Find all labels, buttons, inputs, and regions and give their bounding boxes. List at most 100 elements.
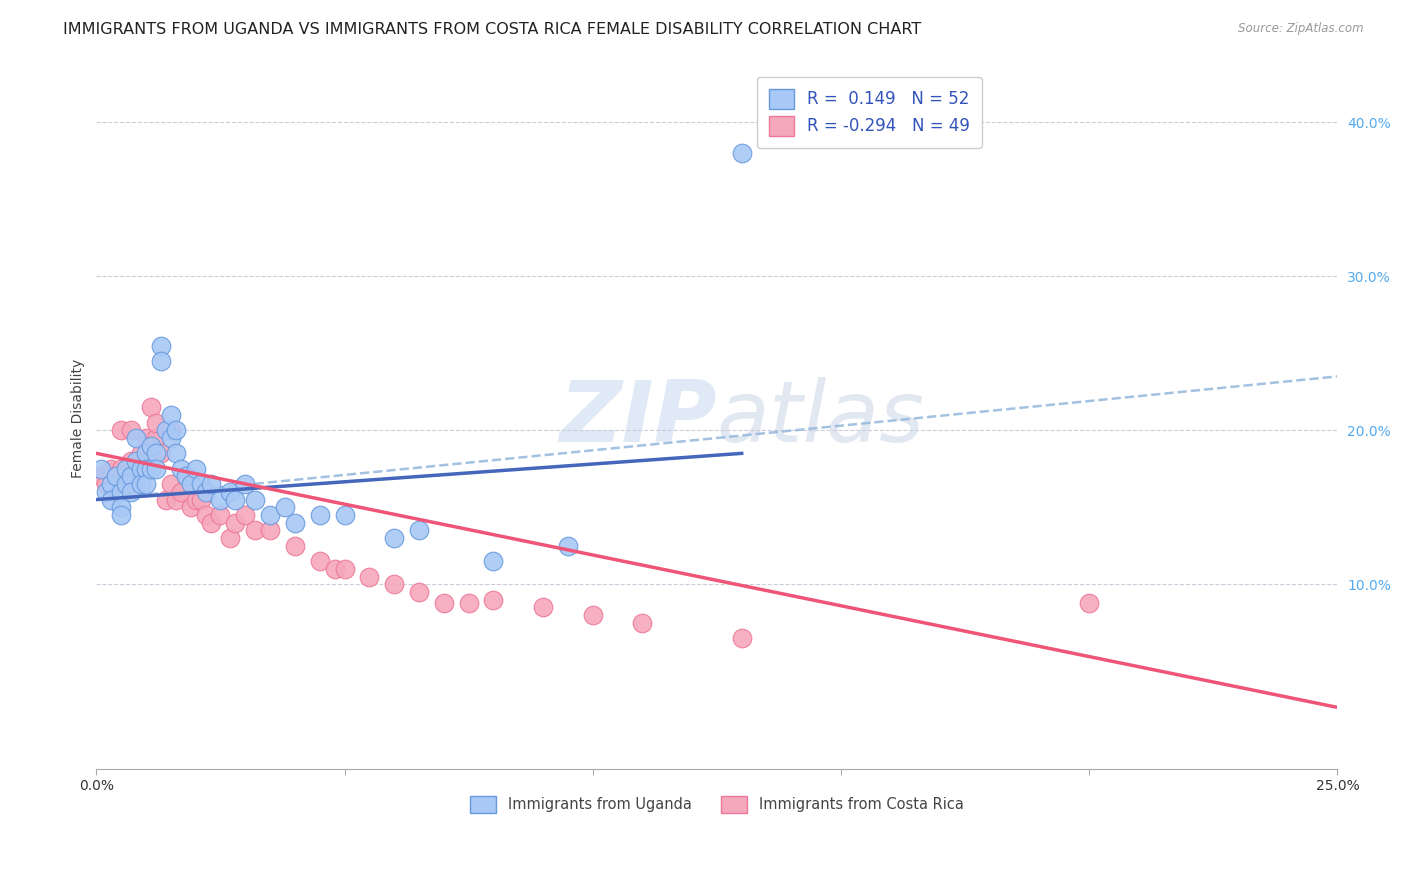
- Point: [200, 516, 222, 530]
- Point: [382, 577, 405, 591]
- Point: [194, 508, 217, 522]
- Point: [174, 469, 197, 483]
- Point: [120, 423, 142, 437]
- Point: [115, 477, 138, 491]
- Point: [333, 508, 356, 522]
- Point: [308, 508, 330, 522]
- Point: [135, 462, 157, 476]
- Point: [209, 492, 232, 507]
- Point: [731, 631, 754, 645]
- Point: [135, 446, 157, 460]
- Point: [382, 531, 405, 545]
- Point: [100, 492, 122, 507]
- Point: [284, 539, 307, 553]
- Point: [90, 469, 112, 483]
- Point: [149, 446, 172, 460]
- Point: [359, 569, 381, 583]
- Point: [105, 477, 128, 491]
- Point: [135, 431, 157, 445]
- Point: [194, 484, 217, 499]
- Text: IMMIGRANTS FROM UGANDA VS IMMIGRANTS FROM COSTA RICA FEMALE DISABILITY CORRELATI: IMMIGRANTS FROM UGANDA VS IMMIGRANTS FRO…: [63, 22, 921, 37]
- Point: [184, 492, 207, 507]
- Point: [155, 423, 177, 437]
- Point: [165, 446, 187, 460]
- Point: [110, 484, 132, 499]
- Point: [582, 607, 605, 622]
- Point: [1078, 596, 1101, 610]
- Point: [100, 477, 122, 491]
- Point: [482, 592, 505, 607]
- Point: [96, 477, 118, 491]
- Point: [433, 596, 456, 610]
- Point: [149, 354, 172, 368]
- Point: [274, 500, 297, 515]
- Point: [482, 554, 505, 568]
- Point: [457, 596, 479, 610]
- Point: [284, 516, 307, 530]
- Point: [170, 462, 193, 476]
- Point: [145, 416, 167, 430]
- Point: [174, 469, 197, 483]
- Point: [308, 554, 330, 568]
- Point: [731, 146, 754, 161]
- Point: [135, 462, 157, 476]
- Point: [408, 585, 430, 599]
- Text: ZIP: ZIP: [560, 377, 717, 460]
- Point: [159, 431, 181, 445]
- Point: [139, 400, 162, 414]
- Point: [531, 600, 554, 615]
- Point: [145, 446, 167, 460]
- Point: [180, 477, 202, 491]
- Point: [120, 454, 142, 468]
- Point: [149, 338, 172, 352]
- Point: [145, 462, 167, 476]
- Point: [219, 531, 242, 545]
- Point: [159, 408, 181, 422]
- Point: [159, 423, 181, 437]
- Point: [125, 431, 148, 445]
- Point: [170, 484, 193, 499]
- Point: [155, 492, 177, 507]
- Point: [115, 477, 138, 491]
- Point: [209, 508, 232, 522]
- Point: [408, 524, 430, 538]
- Point: [125, 477, 148, 491]
- Point: [110, 500, 132, 515]
- Point: [245, 492, 267, 507]
- Point: [90, 462, 112, 476]
- Point: [115, 462, 138, 476]
- Point: [631, 615, 654, 630]
- Point: [145, 431, 167, 445]
- Point: [135, 477, 157, 491]
- Point: [245, 524, 267, 538]
- Point: [200, 477, 222, 491]
- Point: [159, 477, 181, 491]
- Point: [224, 492, 246, 507]
- Text: atlas: atlas: [717, 377, 925, 460]
- Point: [190, 492, 212, 507]
- Point: [233, 508, 256, 522]
- Legend: Immigrants from Uganda, Immigrants from Costa Rica: Immigrants from Uganda, Immigrants from …: [458, 785, 976, 825]
- Point: [139, 439, 162, 453]
- Point: [184, 462, 207, 476]
- Point: [557, 539, 579, 553]
- Point: [219, 484, 242, 499]
- Point: [110, 462, 132, 476]
- Point: [120, 484, 142, 499]
- Point: [129, 477, 152, 491]
- Point: [259, 524, 281, 538]
- Point: [233, 477, 256, 491]
- Point: [110, 508, 132, 522]
- Point: [129, 446, 152, 460]
- Point: [110, 423, 132, 437]
- Point: [139, 462, 162, 476]
- Point: [105, 469, 128, 483]
- Point: [180, 500, 202, 515]
- Point: [190, 477, 212, 491]
- Point: [125, 454, 148, 468]
- Point: [96, 484, 118, 499]
- Point: [165, 492, 187, 507]
- Point: [323, 562, 346, 576]
- Point: [224, 516, 246, 530]
- Y-axis label: Female Disability: Female Disability: [72, 359, 86, 478]
